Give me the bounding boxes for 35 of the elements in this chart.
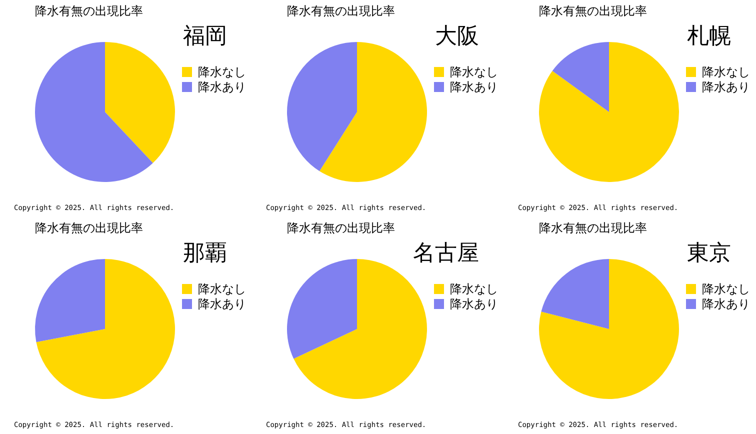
chart-subtitle: 名古屋 bbox=[413, 241, 479, 266]
chart-subtitle: 福岡 bbox=[183, 24, 227, 49]
pie-slice bbox=[36, 259, 175, 399]
legend-label: 降水あり bbox=[702, 80, 750, 94]
legend-label: 降水なし bbox=[702, 65, 750, 79]
chart-title: 降水有無の出現比率 bbox=[35, 4, 143, 18]
chart-subtitle: 東京 bbox=[687, 241, 731, 266]
pie-slice bbox=[319, 42, 427, 182]
chart-title: 降水有無の出現比率 bbox=[35, 221, 143, 235]
legend-label: 降水なし bbox=[450, 65, 498, 79]
pie-slice bbox=[35, 259, 105, 342]
pie-slice bbox=[552, 42, 609, 112]
legend-label: 降水なし bbox=[702, 282, 750, 296]
pie-slice bbox=[35, 42, 153, 182]
pie-slice bbox=[539, 259, 679, 399]
legend-label: 降水あり bbox=[450, 297, 498, 311]
legend-label: 降水あり bbox=[450, 80, 498, 94]
chart-subtitle: 札幌 bbox=[687, 24, 731, 49]
legend-label: 降水なし bbox=[450, 282, 498, 296]
chart-title: 降水有無の出現比率 bbox=[287, 221, 395, 235]
chart-subtitle: 大阪 bbox=[435, 24, 479, 49]
chart-title: 降水有無の出現比率 bbox=[287, 4, 395, 18]
pie-slice bbox=[539, 42, 679, 182]
legend-label: 降水あり bbox=[702, 297, 750, 311]
legend-label: 降水なし bbox=[198, 282, 246, 296]
pie-slice bbox=[541, 259, 609, 329]
chart-subtitle: 那覇 bbox=[183, 241, 227, 266]
chart-title: 降水有無の出現比率 bbox=[539, 4, 647, 18]
legend-label: 降水なし bbox=[198, 65, 246, 79]
legend-label: 降水あり bbox=[198, 297, 246, 311]
pie-slice bbox=[287, 259, 357, 359]
legend-label: 降水あり bbox=[198, 80, 246, 94]
pie-slice bbox=[287, 42, 357, 172]
pie-slice bbox=[105, 42, 175, 164]
chart-title: 降水有無の出現比率 bbox=[539, 221, 647, 235]
